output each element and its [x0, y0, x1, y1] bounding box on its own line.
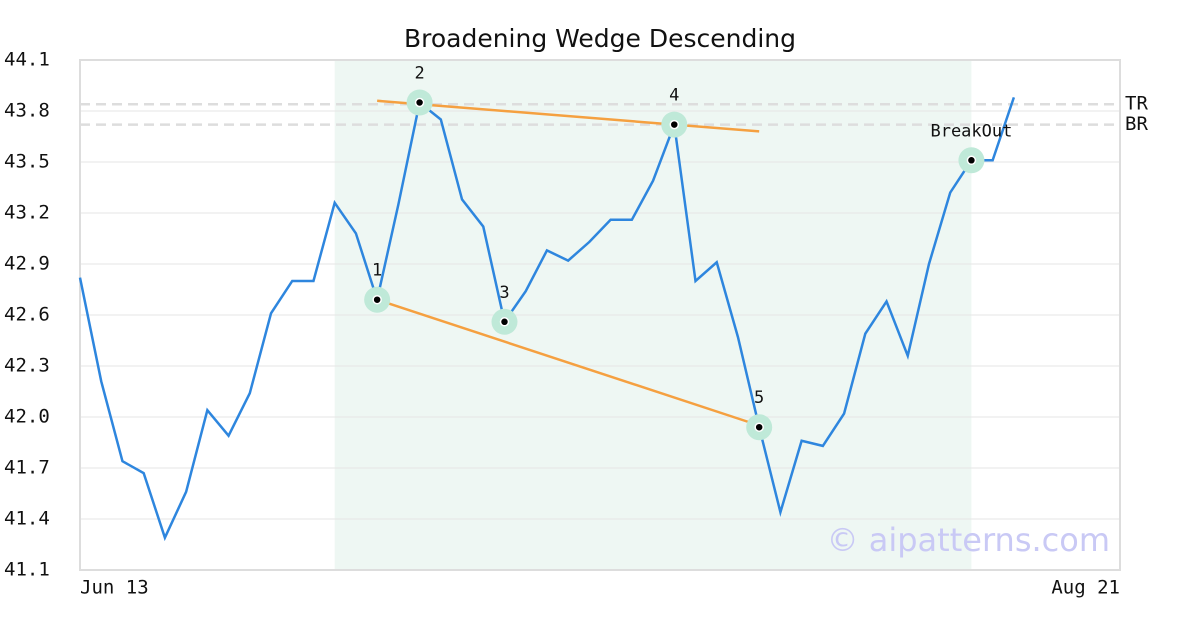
trend-line	[377, 99, 760, 133]
x-tick-label: Jun 13	[80, 577, 149, 599]
pattern-label: 5	[754, 388, 764, 408]
y-tick-label: 43.5	[4, 151, 50, 173]
pattern-point	[372, 294, 382, 305]
y-tick-label: 43.2	[4, 202, 50, 224]
x-tick-label: Aug 21	[1051, 577, 1120, 599]
y-tick-label: 42.3	[4, 355, 50, 377]
y-tick-label: 41.7	[4, 457, 50, 479]
y-tick-label: 42.0	[4, 406, 50, 428]
pattern-point	[669, 119, 680, 130]
level-label: BR	[1125, 113, 1148, 135]
chart-title: Broadening Wedge Descending	[404, 24, 796, 53]
pattern-label: 1	[372, 261, 382, 281]
price-line	[78, 97, 1016, 542]
pattern-point	[414, 97, 425, 108]
y-tick-label: 41.1	[4, 559, 50, 581]
pattern-label: BreakOut	[930, 121, 1012, 141]
y-tick-label: 41.4	[4, 508, 50, 530]
y-tick-label: 43.8	[4, 100, 50, 122]
plot-frame	[79, 59, 1121, 571]
pattern-point	[966, 155, 977, 166]
y-tick-label: 44.1	[4, 49, 50, 71]
pattern-point	[499, 317, 510, 327]
pattern-label: 4	[669, 86, 679, 106]
y-tick-label: 42.6	[4, 304, 50, 326]
trend-line	[376, 298, 760, 427]
watermark: © aipatterns.com	[827, 521, 1110, 559]
y-tick-label: 42.9	[4, 253, 50, 275]
pattern-label: 2	[414, 64, 424, 84]
pattern-label: 3	[499, 283, 509, 303]
level-label: TR	[1125, 93, 1148, 115]
pattern-point	[754, 422, 764, 432]
